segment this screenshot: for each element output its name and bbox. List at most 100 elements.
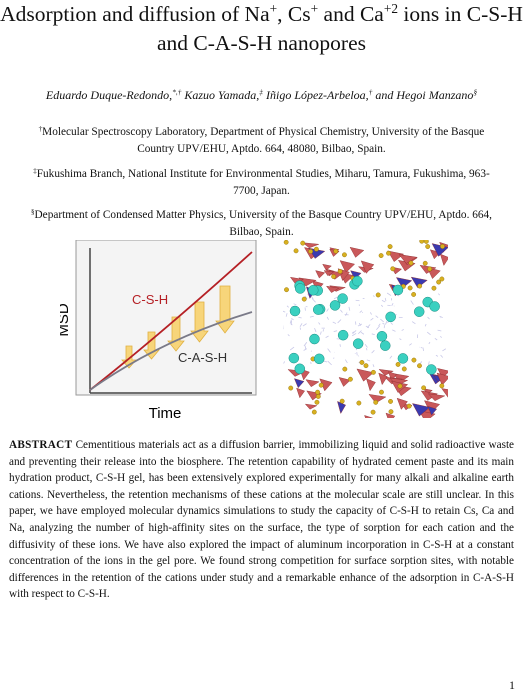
water-bond <box>326 316 329 320</box>
tetrahedron <box>349 246 365 258</box>
water-bond <box>302 323 307 327</box>
cesium <box>289 305 301 317</box>
water-bond <box>359 310 363 313</box>
water-bond <box>410 300 414 305</box>
water-bond <box>298 316 302 319</box>
water-bond <box>291 317 294 321</box>
water-bond <box>365 347 368 351</box>
water-bond <box>422 347 424 351</box>
water-bond <box>309 315 314 318</box>
calcium <box>359 360 365 365</box>
cesium <box>429 301 440 312</box>
affiliation-text: Department of Condensed Matter Physics, … <box>34 209 492 238</box>
water-bond <box>372 364 375 368</box>
affiliation: †Molecular Spectroscopy Laboratory, Depa… <box>30 124 493 157</box>
water-bond <box>289 346 295 351</box>
calcium <box>388 398 393 404</box>
superscript: +2 <box>383 1 399 17</box>
cesium <box>337 293 348 304</box>
page-number: 1 <box>509 678 515 692</box>
tetrahedron <box>395 277 413 289</box>
calcium <box>301 296 307 302</box>
calcium <box>419 240 425 244</box>
abstract-text: Cementitious materials act as a diffusio… <box>9 439 515 601</box>
tetrahedron <box>388 371 397 382</box>
superscript: + <box>310 1 319 17</box>
water-bond <box>337 319 342 324</box>
tetrahedron <box>368 394 387 404</box>
tetrahedron <box>385 412 396 418</box>
calcium <box>439 383 445 389</box>
water-bond <box>401 329 405 331</box>
calcium <box>439 276 445 282</box>
calcium <box>386 250 391 256</box>
calcium <box>337 268 343 274</box>
tetrahedron <box>427 393 446 402</box>
toc-graphic: MSD Time C-S-H C-A-S-H <box>60 240 257 422</box>
superscript: † <box>368 87 373 97</box>
calcium <box>311 409 317 415</box>
tetrahedron <box>304 403 318 410</box>
calcium <box>408 260 414 266</box>
tetrahedron <box>322 263 332 271</box>
water-bond <box>399 338 402 341</box>
calcium <box>371 369 376 375</box>
cesium <box>352 275 363 287</box>
calcium <box>440 244 445 249</box>
tetrahedron <box>326 285 340 293</box>
water-bond <box>380 318 384 323</box>
cesium <box>313 353 325 365</box>
water-bond <box>384 297 387 302</box>
calcium <box>284 287 289 293</box>
tetrahedron <box>315 270 326 279</box>
affiliation: ‡Fukushima Branch, National Institute fo… <box>30 166 493 199</box>
cesium <box>376 331 388 342</box>
calcium <box>373 399 379 405</box>
calcium <box>390 266 396 272</box>
calcium <box>387 244 393 249</box>
calcium <box>348 376 353 382</box>
water-bond <box>333 357 335 359</box>
calcium <box>331 274 337 279</box>
calcium <box>411 292 417 297</box>
water-bond <box>299 327 302 330</box>
calcium <box>315 389 320 395</box>
tetrahedron <box>436 372 448 386</box>
calcium <box>333 248 339 254</box>
water-bond <box>293 303 297 306</box>
tetrahedron <box>378 372 388 386</box>
calcium <box>356 400 362 406</box>
cesium <box>426 364 437 375</box>
superscript: † <box>38 124 43 133</box>
tetrahedron <box>323 270 335 276</box>
cesium <box>294 363 306 375</box>
water-bond <box>359 322 361 326</box>
arrows <box>121 285 235 369</box>
calcium <box>300 240 306 246</box>
cesium <box>309 333 320 345</box>
water-bond <box>327 348 331 353</box>
calcium <box>411 357 417 363</box>
water-bond <box>372 295 375 297</box>
calcium <box>427 266 433 272</box>
tetrahedron <box>294 378 305 389</box>
tetrahedron <box>302 242 319 249</box>
curve <box>89 311 253 391</box>
authors: Eduardo Duque-Redondo,*,† Kazuo Yamada,‡… <box>0 88 523 103</box>
title-text: ions in C-S-H and C-A-S-H nanopores <box>157 2 523 55</box>
molecular-snapshot <box>283 240 448 418</box>
water-bond <box>411 321 416 325</box>
water-bond <box>381 300 386 303</box>
cesium <box>329 300 341 311</box>
affiliation-text: Fukushima Branch, National Institute for… <box>36 168 490 197</box>
calcium <box>283 240 289 245</box>
title: Adsorption and diffusion of Na+, Cs+ and… <box>0 0 523 58</box>
superscript: ‡ <box>33 166 37 175</box>
water-bond <box>442 348 447 352</box>
calcium <box>421 385 427 391</box>
water-bond <box>299 323 303 327</box>
water-bond <box>286 305 289 308</box>
water-bond <box>289 319 292 324</box>
tetrahedron <box>296 387 305 399</box>
title-text: Adsorption and diffusion of Na <box>0 2 270 26</box>
